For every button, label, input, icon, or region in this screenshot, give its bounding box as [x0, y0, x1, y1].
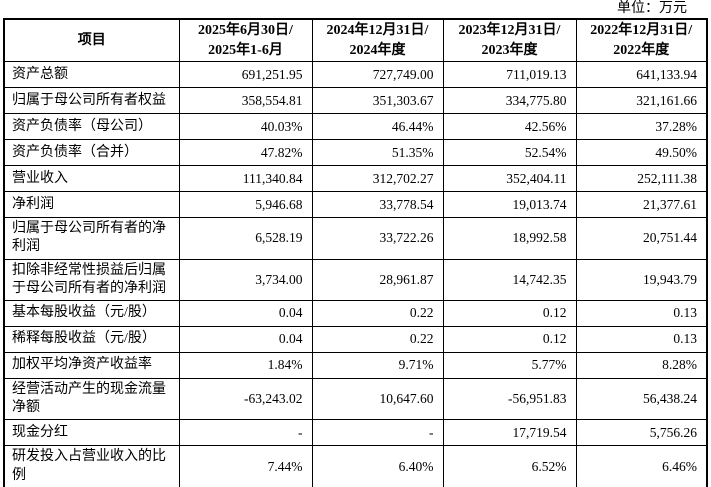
cell-value: 21,377.61	[575, 191, 708, 219]
table-row: 资产负债率（合并） 47.82% 51.35% 52.54% 49.50%	[3, 139, 708, 167]
cell-value: 10,647.60	[311, 377, 444, 421]
cell-value: 18,992.58	[442, 217, 577, 260]
cell-value: 8.28%	[575, 351, 708, 379]
row-label: 基本每股收益（元/股）	[3, 299, 180, 327]
cell-value: 52.54%	[442, 139, 577, 167]
row-label: 归属于母公司所有者的净利润	[3, 217, 180, 260]
table-row: 基本每股收益（元/股） 0.04 0.22 0.12 0.13	[3, 299, 708, 327]
cell-value: 711,019.13	[442, 61, 577, 89]
cell-value: 352,404.11	[442, 165, 577, 193]
cell-value: 6.52%	[442, 445, 577, 487]
cell-value: 9.71%	[311, 351, 444, 379]
cell-value: 6.40%	[311, 445, 444, 487]
cell-value: 6.46%	[575, 445, 708, 487]
cell-value: 28,961.87	[311, 258, 444, 301]
cell-value: 19,943.79	[575, 258, 708, 301]
cell-value: 6,528.19	[178, 217, 313, 260]
cell-value: 33,722.26	[311, 217, 444, 260]
cell-value: 111,340.84	[178, 165, 313, 193]
cell-value: 56,438.24	[575, 377, 708, 421]
cell-value: 5.77%	[442, 351, 577, 379]
table-header-row: 项目 2025年6月30日/ 2025年1-6月 2024年12月31日/ 2024…	[3, 18, 708, 63]
table-row: 归属于母公司所有者的净利润 6,528.19 33,722.26 18,992.58 2…	[3, 217, 708, 260]
table-body: 资产总额 691,251.95 727,749.00 711,019.13 641,13…	[3, 61, 708, 487]
cell-value: 351,303.67	[311, 87, 444, 115]
cell-value: 691,251.95	[178, 61, 313, 89]
row-label: 研发投入占营业收入的比例	[3, 445, 180, 487]
cell-value: -	[178, 419, 313, 447]
cell-value: 358,554.81	[178, 87, 313, 115]
table-row: 稀释每股收益（元/股） 0.04 0.22 0.12 0.13	[3, 325, 708, 353]
cell-value: 321,161.66	[575, 87, 708, 115]
table-row: 归属于母公司所有者权益 358,554.81 351,303.67 334,775.8…	[3, 87, 708, 115]
cell-value: -63,243.02	[178, 377, 313, 421]
cell-value: 37.28%	[575, 113, 708, 141]
col-header-period: 2025年6月30日/ 2025年1-6月	[178, 18, 313, 63]
cell-value: 252,111.38	[575, 165, 708, 193]
cell-value: 0.13	[575, 299, 708, 327]
table-row: 资产负债率（母公司） 40.03% 46.44% 42.56% 37.28%	[3, 113, 708, 141]
row-label: 资产总额	[3, 61, 180, 89]
row-label: 营业收入	[3, 165, 180, 193]
row-label: 资产负债率（合并）	[3, 139, 180, 167]
cell-value: 17,719.54	[442, 419, 577, 447]
table-row: 营业收入 111,340.84 312,702.27 352,404.11 252,11…	[3, 165, 708, 193]
cell-value: 312,702.27	[311, 165, 444, 193]
cell-value: 334,775.80	[442, 87, 577, 115]
table-row: 研发投入占营业收入的比例 7.44% 6.40% 6.52% 6.46%	[3, 445, 708, 487]
col-header-item: 项目	[3, 18, 180, 63]
row-label: 净利润	[3, 191, 180, 219]
cell-value: 5,756.26	[575, 419, 708, 447]
cell-value: 14,742.35	[442, 258, 577, 301]
cell-value: 40.03%	[178, 113, 313, 141]
col-header-period: 2023年12月31日/ 2023年度	[442, 18, 577, 63]
row-label: 资产负债率（母公司）	[3, 113, 180, 141]
cell-value: 19,013.74	[442, 191, 577, 219]
col-header-period: 2024年12月31日/ 2024年度	[311, 18, 444, 63]
cell-value: 49.50%	[575, 139, 708, 167]
cell-value: -	[311, 419, 444, 447]
row-label: 加权平均净资产收益率	[3, 351, 180, 379]
table-row: 扣除非经常性损益后归属于母公司所有者的净利润 3,734.00 28,961.87 1…	[3, 258, 708, 301]
row-label: 现金分红	[3, 419, 180, 447]
cell-value: 3,734.00	[178, 258, 313, 301]
cell-value: 0.12	[442, 299, 577, 327]
table-row: 经营活动产生的现金流量净额 -63,243.02 10,647.60 -56,951.…	[3, 377, 708, 421]
cell-value: 5,946.68	[178, 191, 313, 219]
cell-value: 641,133.94	[575, 61, 708, 89]
cell-value: 0.22	[311, 325, 444, 353]
cell-value: 33,778.54	[311, 191, 444, 219]
cell-value: 47.82%	[178, 139, 313, 167]
row-label: 归属于母公司所有者权益	[3, 87, 180, 115]
cell-value: 0.13	[575, 325, 708, 353]
table-row: 净利润 5,946.68 33,778.54 19,013.74 21,377.61	[3, 191, 708, 219]
table-row: 资产总额 691,251.95 727,749.00 711,019.13 641,13…	[3, 61, 708, 89]
cell-value: 0.04	[178, 325, 313, 353]
cell-value: 0.12	[442, 325, 577, 353]
cell-value: 20,751.44	[575, 217, 708, 260]
unit-label: 单位：万元	[617, 1, 687, 16]
cell-value: 0.04	[178, 299, 313, 327]
cell-value: -56,951.83	[442, 377, 577, 421]
cell-value: 42.56%	[442, 113, 577, 141]
col-header-period: 2022年12月31日/ 2022年度	[575, 18, 708, 63]
cell-value: 727,749.00	[311, 61, 444, 89]
cell-value: 7.44%	[178, 445, 313, 487]
table-header: 项目 2025年6月30日/ 2025年1-6月 2024年12月31日/ 2024…	[3, 18, 708, 63]
cell-value: 0.22	[311, 299, 444, 327]
row-label: 经营活动产生的现金流量净额	[3, 377, 180, 421]
table-row: 现金分红 - -17,719.54 5,756.26	[3, 419, 708, 447]
cell-value: 46.44%	[311, 113, 444, 141]
row-label: 稀释每股收益（元/股）	[3, 325, 180, 353]
financial-summary-table: 项目 2025年6月30日/ 2025年1-6月 2024年12月31日/ 2024…	[3, 18, 708, 487]
row-label: 扣除非经常性损益后归属于母公司所有者的净利润	[3, 258, 180, 301]
table-row: 加权平均净资产收益率 1.84% 9.71% 5.77% 8.28%	[3, 351, 708, 379]
cell-value: 1.84%	[178, 351, 313, 379]
cell-value: 51.35%	[311, 139, 444, 167]
